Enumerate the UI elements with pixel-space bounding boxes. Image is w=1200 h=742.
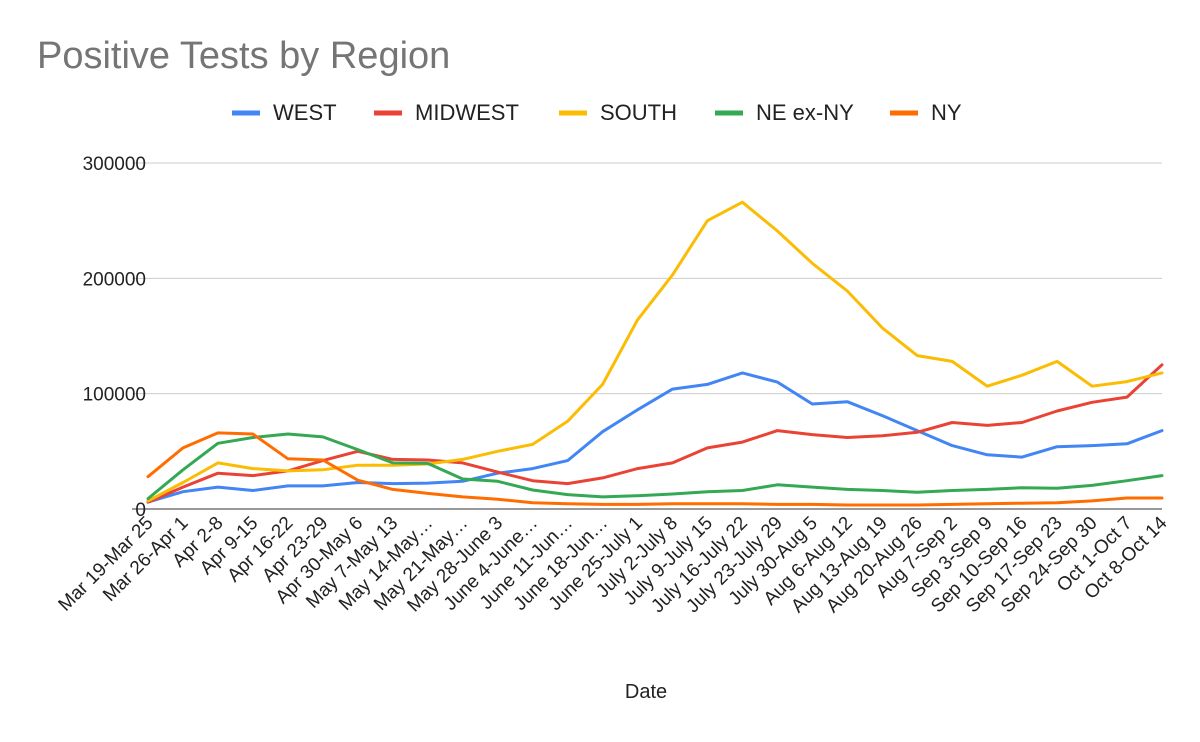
series-line-ne-ex-ny (146, 432, 1164, 501)
chart-title: Positive Tests by Region (37, 35, 450, 77)
legend-label: WEST (273, 100, 337, 125)
y-tick-label: 0 (135, 500, 146, 521)
legend-label: NE ex-NY (756, 100, 854, 125)
legend-label: NY (931, 100, 962, 125)
series-line-west (146, 371, 1164, 504)
legend-label: SOUTH (600, 100, 677, 125)
legend: WEST MIDWEST SOUTH NE ex-NY NY (232, 100, 962, 125)
y-tick-label: 100000 (83, 385, 146, 406)
series-line-midwest (146, 363, 1164, 504)
series-line-ny (146, 431, 1164, 507)
series-lines (146, 200, 1164, 507)
y-tick-label: 300000 (83, 154, 146, 175)
legend-label: MIDWEST (415, 100, 519, 125)
x-axis-label: Date (625, 681, 667, 703)
y-axis-ticks: 0 100000 200000 300000 (83, 154, 146, 521)
series-line-south (146, 200, 1164, 503)
y-tick-label: 200000 (83, 269, 146, 290)
gridlines (132, 162, 1162, 510)
